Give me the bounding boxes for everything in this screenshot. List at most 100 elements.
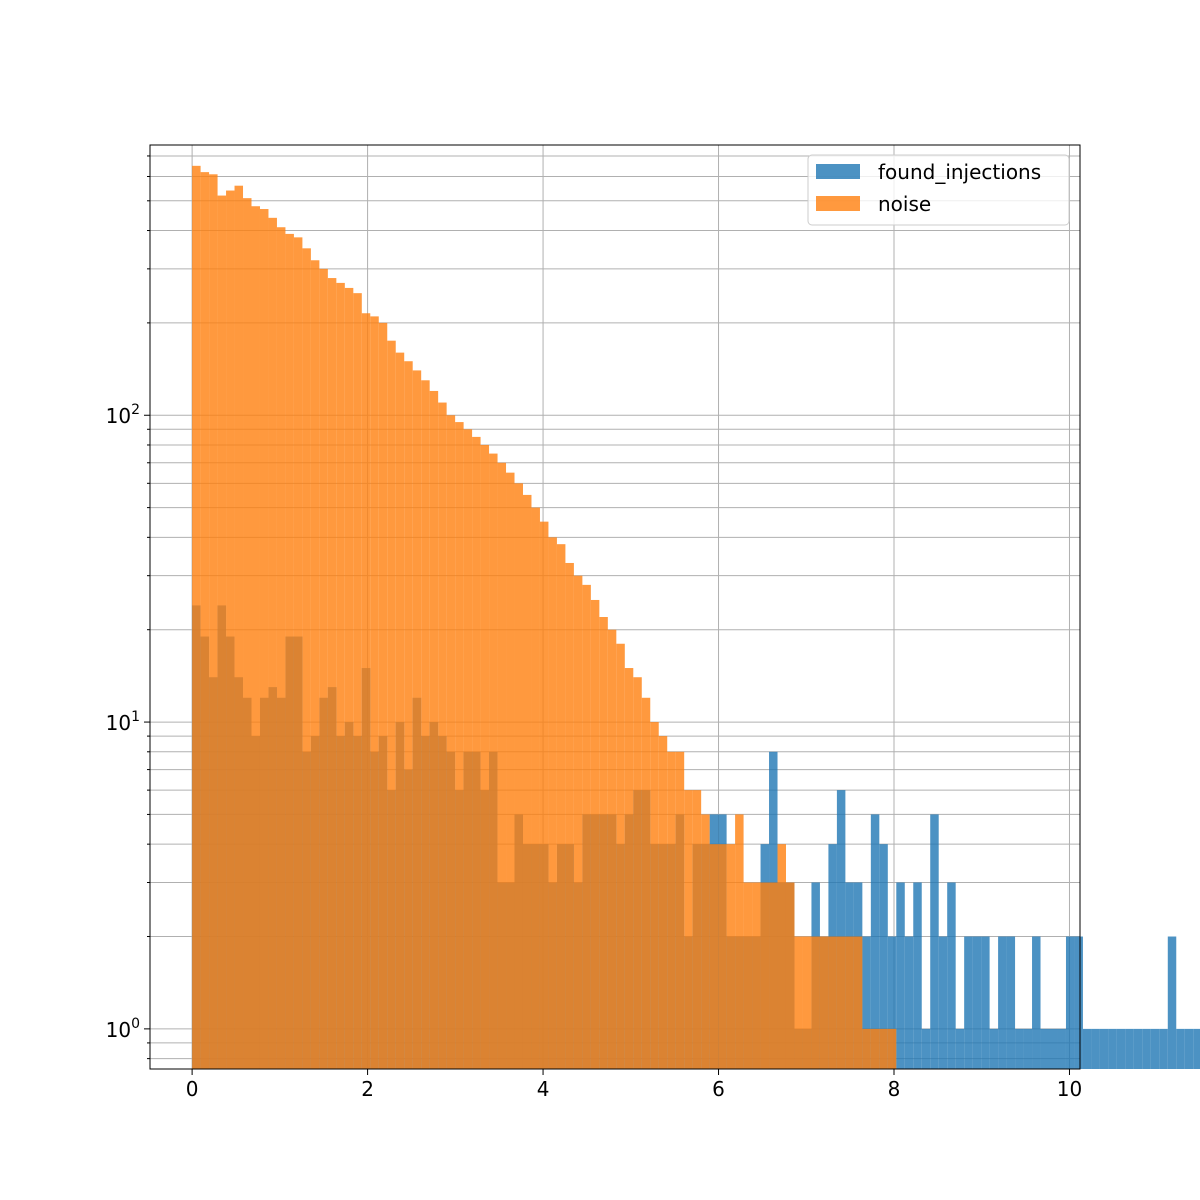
bar-noise: [819, 936, 829, 1069]
bar-found-injections: [1176, 1028, 1185, 1069]
bar-found-injections: [1193, 1028, 1200, 1069]
bar-noise: [319, 268, 328, 1069]
bar-noise: [539, 521, 549, 1069]
bar-found-injections: [896, 882, 905, 1069]
bar-noise: [701, 814, 710, 1069]
bar-noise: [709, 844, 719, 1069]
bar-found-injections: [1184, 1028, 1194, 1069]
bar-noise: [853, 936, 863, 1069]
bar-found-injections: [964, 936, 973, 1069]
bar-found-injections: [1065, 936, 1075, 1069]
bar-noise: [726, 844, 736, 1069]
bar-found-injections: [1006, 936, 1016, 1069]
bar-noise: [556, 544, 566, 1069]
bar-found-injections: [870, 814, 880, 1069]
bar-found-injections: [955, 1028, 965, 1069]
bar-noise: [573, 575, 583, 1069]
bar-found-injections: [1108, 1028, 1117, 1069]
bar-noise: [548, 537, 557, 1069]
plot-frame: [149, 144, 1081, 1070]
bar-noise: [743, 882, 753, 1069]
bar-noise: [658, 736, 668, 1069]
bar-noise: [887, 1028, 897, 1069]
bar-noise: [446, 415, 456, 1069]
bar-noise: [624, 668, 634, 1069]
legend-box: [807, 154, 1070, 226]
series-noise: [192, 165, 897, 1070]
bar-found-injections: [921, 1028, 931, 1069]
bar-noise: [879, 1028, 888, 1069]
bar-noise: [387, 340, 396, 1069]
bar-noise: [514, 483, 523, 1069]
bar-noise: [344, 287, 354, 1069]
legend-label-noise: noise: [878, 192, 931, 216]
bar-found-injections: [1159, 1028, 1168, 1069]
bar-noise: [590, 599, 600, 1069]
bar-noise: [752, 882, 761, 1069]
x-tick-label: 0: [186, 1077, 199, 1101]
bar-noise: [395, 352, 405, 1069]
bar-noise: [336, 282, 345, 1069]
bar-noise: [302, 248, 311, 1070]
bar-noise: [675, 751, 685, 1069]
bar-noise: [327, 278, 337, 1069]
bar-noise: [811, 936, 820, 1069]
bar-noise: [421, 380, 430, 1069]
bar-found-injections: [887, 936, 897, 1069]
bar-found-injections: [989, 1028, 999, 1069]
x-tick-label: 2: [361, 1077, 374, 1101]
y-tick-label: 102: [106, 402, 140, 428]
bar-noise: [769, 882, 778, 1069]
bar-noise: [522, 494, 532, 1069]
bar-found-injections: [913, 882, 922, 1069]
bar-noise: [692, 790, 702, 1069]
x-tick-label: 4: [537, 1077, 550, 1101]
bar-noise: [862, 1028, 871, 1069]
bar-noise: [599, 617, 608, 1069]
y-tick-label: 100: [106, 1016, 140, 1042]
bar-found-injections: [904, 936, 914, 1069]
bar-noise: [785, 882, 795, 1069]
bar-noise: [268, 217, 277, 1070]
bar-noise: [870, 1028, 880, 1069]
bar-noise: [226, 190, 235, 1070]
y-tick-label: 101: [106, 709, 140, 735]
bar-noise: [200, 172, 210, 1069]
legend-label-found-injections: found_injections: [878, 160, 1041, 184]
bar-found-injections: [972, 936, 982, 1069]
bar-noise: [455, 422, 464, 1069]
bar-found-injections: [998, 936, 1007, 1069]
bar-noise: [412, 370, 422, 1069]
bar-noise: [836, 936, 846, 1069]
x-tick-label: 10: [1057, 1077, 1082, 1101]
bar-found-injections: [938, 936, 948, 1069]
bar-noise: [370, 316, 379, 1069]
bar-noise: [845, 936, 854, 1069]
bar-noise: [531, 507, 540, 1070]
bar-noise: [828, 936, 837, 1069]
bar-noise: [361, 313, 371, 1069]
bar-noise: [429, 390, 439, 1069]
bar-noise: [404, 361, 413, 1069]
bar-found-injections: [1082, 1028, 1092, 1069]
bar-found-injections: [1099, 1028, 1109, 1069]
bar-noise: [582, 584, 591, 1069]
bar-found-injections: [1032, 936, 1041, 1069]
x-tick-label: 6: [712, 1077, 725, 1101]
bar-noise: [480, 444, 490, 1070]
bar-noise: [310, 260, 320, 1070]
bar-noise: [667, 751, 676, 1069]
bar-noise: [438, 402, 447, 1069]
bar-found-injections: [1091, 1028, 1100, 1069]
bar-noise: [607, 629, 617, 1069]
legend-swatch-noise: [816, 196, 860, 211]
bar-found-injections: [1049, 1028, 1058, 1069]
bar-found-injections: [1116, 1028, 1126, 1069]
bar-found-injections: [981, 936, 990, 1069]
bar-noise: [497, 462, 507, 1070]
bar-noise: [760, 882, 770, 1069]
bar-noise: [293, 237, 303, 1070]
bar-noise: [353, 293, 362, 1070]
bar-noise: [234, 185, 244, 1069]
